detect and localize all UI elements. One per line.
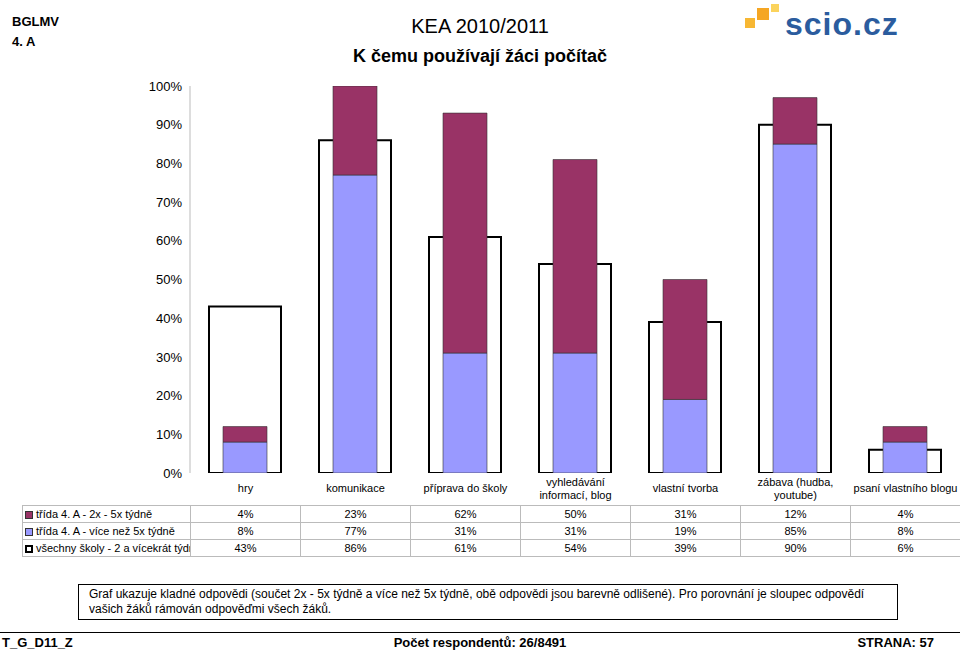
- html-text:Počet respondentů: 26/8491: Počet respondentů: 26/8491: [393, 635, 567, 650]
- html-text:77%: 77%: [344, 524, 367, 537]
- html-text:86%: 86%: [344, 541, 367, 554]
- svg-text:20%: 20%: [156, 388, 182, 403]
- html-text:hry: hry: [237, 482, 254, 495]
- html-text:KEA 2010/2011: KEA 2010/2011: [411, 15, 549, 37]
- svg-text:80%: 80%: [156, 156, 182, 171]
- html-text:příprava do školy: příprava do školy: [423, 482, 508, 495]
- html-text:8%: 8%: [897, 524, 914, 537]
- svg-text:60%: 60%: [156, 233, 182, 248]
- svg-text:70%: 70%: [156, 195, 182, 210]
- html-text:12%: 12%: [784, 507, 807, 520]
- html-text:zábava (hudba, youtube): zábava (hudba, youtube): [757, 475, 834, 501]
- html-text:STRANA: 57: STRANA: 57: [857, 635, 934, 650]
- html-text:třída 4. A - více než 5x týdně: třída 4. A - více než 5x týdně: [36, 524, 175, 537]
- html-text:6%: 6%: [897, 541, 914, 554]
- html-text:85%: 85%: [784, 524, 807, 537]
- html-text:scio.cz: scio.cz: [785, 6, 899, 42]
- html-text:43%: 43%: [234, 541, 257, 554]
- html-text:31%: 31%: [674, 507, 697, 520]
- html-text:4%: 4%: [237, 507, 254, 520]
- html-text:4%: 4%: [897, 507, 914, 520]
- html-text:K čemu používají žáci počítač: K čemu používají žáci počítač: [353, 46, 607, 66]
- svg-text:90%: 90%: [156, 117, 182, 132]
- html-text:31%: 31%: [564, 524, 587, 537]
- html-text:8%: 8%: [237, 524, 254, 537]
- html-text:62%: 62%: [454, 507, 477, 520]
- html-text:19%: 19%: [674, 524, 697, 537]
- svg-text:30%: 30%: [156, 350, 182, 365]
- html-text:třída 4. A - 2x - 5x týdně: třída 4. A - 2x - 5x týdně: [36, 507, 153, 520]
- html-text:Graf ukazuje kladné odpovědi (: Graf ukazuje kladné odpovědi (součet 2x …: [89, 587, 865, 616]
- html-text:90%: 90%: [784, 541, 807, 554]
- svg-text:10%: 10%: [156, 427, 182, 442]
- html-text:psaní vlastního blogu: psaní vlastního blogu: [853, 482, 958, 495]
- html-text:vlastní tvorba: vlastní tvorba: [652, 482, 719, 495]
- html-text:61%: 61%: [454, 541, 477, 554]
- html-text:BGLMV: BGLMV: [12, 14, 59, 29]
- svg-text:40%: 40%: [156, 311, 182, 326]
- html-text:T_G_D11_Z: T_G_D11_Z: [2, 635, 73, 650]
- svg-text:50%: 50%: [156, 272, 182, 287]
- html-text:komunikace: komunikace: [326, 482, 385, 495]
- svg-text:100%: 100%: [149, 79, 183, 94]
- html-text:23%: 23%: [344, 507, 367, 520]
- html-text:50%: 50%: [564, 507, 587, 520]
- html-text:4. A: 4. A: [12, 34, 36, 49]
- html-text:54%: 54%: [564, 541, 587, 554]
- html-text:31%: 31%: [454, 524, 477, 537]
- html-text:39%: 39%: [674, 541, 697, 554]
- html-text:vyhledávání informací, blog: vyhledávání informací, blog: [539, 475, 612, 501]
